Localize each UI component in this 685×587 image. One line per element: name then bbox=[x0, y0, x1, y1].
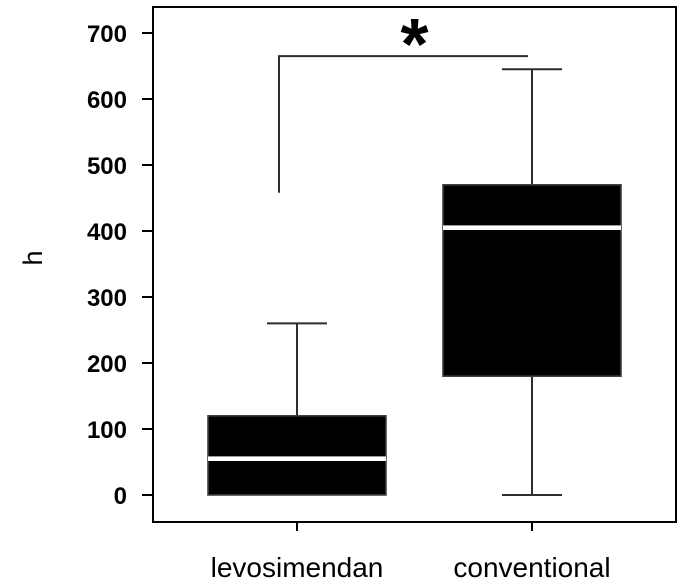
median-line-conventional bbox=[443, 225, 621, 230]
y-axis-tick-label: 100 bbox=[87, 417, 127, 444]
box-levosimendan bbox=[207, 414, 387, 496]
y-axis-tick-label: 0 bbox=[114, 483, 127, 510]
y-axis-tick-label: 200 bbox=[87, 351, 127, 378]
median-line-levosimendan bbox=[208, 456, 386, 461]
y-axis-label: h bbox=[18, 250, 48, 265]
x-category-label-levosimendan: levosimendan bbox=[211, 552, 384, 583]
significance-bracket bbox=[278, 55, 528, 193]
plot-frame bbox=[152, 6, 677, 523]
y-axis-tick-label: 300 bbox=[87, 285, 127, 312]
y-axis-tick-label: 400 bbox=[87, 219, 127, 246]
y-axis-tick-label: 700 bbox=[87, 21, 127, 48]
y-axis-tick-label: 500 bbox=[87, 153, 127, 180]
box-conventional bbox=[442, 184, 622, 377]
significance-asterisk: * bbox=[400, 5, 428, 85]
x-category-label-conventional: conventional bbox=[453, 552, 610, 583]
y-axis-tick-label: 600 bbox=[87, 87, 127, 114]
